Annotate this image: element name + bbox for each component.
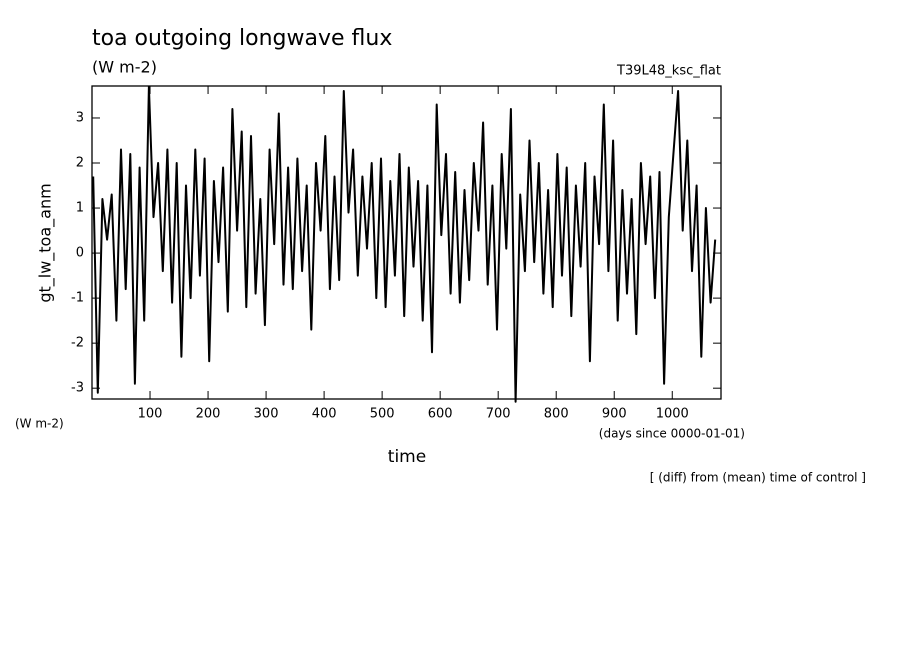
chart-title: toa outgoing longwave flux	[92, 26, 392, 51]
data-line	[92, 85, 717, 403]
y-tick-label: 2	[76, 156, 84, 171]
x-tick-label: 500	[370, 407, 395, 422]
y-tick-label: 1	[76, 201, 84, 216]
y-tick-label: 0	[76, 246, 84, 261]
y-tick-label: -1	[71, 291, 84, 306]
x-axis-label: time	[388, 447, 426, 467]
x-tick-label: 900	[602, 407, 627, 422]
run-label: T39L48_ksc_flat	[616, 64, 721, 79]
x-tick-label: 700	[486, 407, 511, 422]
plot-frame	[91, 85, 722, 400]
y-tick-label: -3	[71, 381, 84, 396]
x-tick-label: 300	[254, 407, 279, 422]
y-tick-label: 3	[76, 110, 84, 125]
note: [ (diff) from (mean) time of control ]	[650, 471, 866, 485]
chart-subtitle: (W m-2)	[92, 58, 157, 77]
x-tick-label: 600	[428, 407, 453, 422]
x-tick-label: 400	[312, 407, 337, 422]
y-units: (W m-2)	[15, 417, 64, 431]
x-tick-label: 1000	[656, 407, 689, 422]
x-units: (days since 0000-01-01)	[599, 427, 745, 441]
y-axis-label: gt_lw_toa_anm	[36, 183, 56, 302]
y-tick-label: -2	[71, 336, 84, 351]
x-tick-label: 800	[544, 407, 569, 422]
x-tick-label: 200	[196, 407, 221, 422]
x-tick-label: 100	[138, 407, 163, 422]
